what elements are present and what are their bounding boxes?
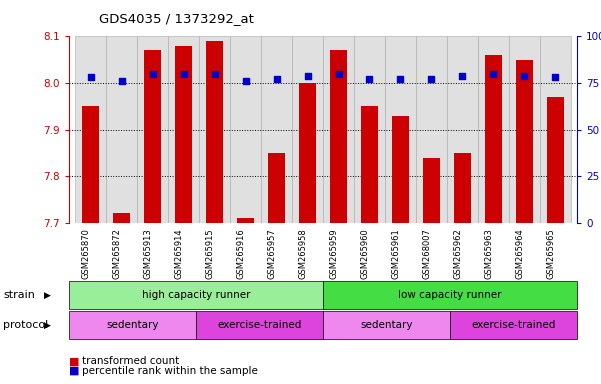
Bar <box>292 36 323 223</box>
Text: high capacity runner: high capacity runner <box>142 290 251 300</box>
Text: GSM265959: GSM265959 <box>329 228 338 279</box>
Bar <box>354 36 385 223</box>
Text: GSM265872: GSM265872 <box>113 228 122 279</box>
Point <box>365 76 374 83</box>
Point <box>272 76 281 83</box>
Bar <box>230 36 261 223</box>
Bar <box>299 83 316 223</box>
Point <box>117 78 127 84</box>
Text: GSM265960: GSM265960 <box>361 228 370 279</box>
Bar <box>361 106 378 223</box>
Bar <box>330 50 347 223</box>
Text: percentile rank within the sample: percentile rank within the sample <box>82 366 258 376</box>
Text: sedentary: sedentary <box>106 320 159 330</box>
Point <box>86 74 96 81</box>
Point <box>427 76 436 83</box>
Bar <box>447 36 478 223</box>
Point <box>241 78 251 84</box>
Point <box>489 71 498 77</box>
Text: ▶: ▶ <box>44 321 50 329</box>
Text: GSM268007: GSM268007 <box>423 228 432 279</box>
Bar <box>268 153 285 223</box>
Text: GSM265958: GSM265958 <box>299 228 308 279</box>
Bar <box>540 36 571 223</box>
Point <box>210 71 219 77</box>
Bar <box>485 55 502 223</box>
Bar <box>478 36 509 223</box>
Point <box>519 73 529 79</box>
Text: GSM265913: GSM265913 <box>144 228 153 279</box>
Bar <box>237 218 254 223</box>
Text: GSM265870: GSM265870 <box>82 228 91 279</box>
Text: sedentary: sedentary <box>360 320 413 330</box>
Point <box>551 74 560 81</box>
Bar <box>199 36 230 223</box>
Text: GSM265915: GSM265915 <box>206 228 215 279</box>
Text: GSM265914: GSM265914 <box>175 228 184 279</box>
Text: exercise-trained: exercise-trained <box>218 320 302 330</box>
Text: low capacity runner: low capacity runner <box>398 290 502 300</box>
Point <box>179 71 189 77</box>
Text: GSM265962: GSM265962 <box>453 228 462 279</box>
Bar <box>137 36 168 223</box>
Bar <box>144 50 161 223</box>
Text: GSM265964: GSM265964 <box>515 228 524 279</box>
Text: GSM265916: GSM265916 <box>237 228 246 279</box>
Point <box>334 71 343 77</box>
Bar <box>547 97 564 223</box>
Point <box>148 71 157 77</box>
Point <box>395 76 405 83</box>
Bar <box>106 36 137 223</box>
Bar <box>82 106 99 223</box>
Text: ■: ■ <box>69 366 79 376</box>
Text: GSM265965: GSM265965 <box>546 228 555 279</box>
Bar <box>423 157 440 223</box>
Text: GSM265957: GSM265957 <box>267 228 276 279</box>
Point <box>457 73 467 79</box>
Bar <box>113 214 130 223</box>
Bar <box>323 36 354 223</box>
Text: GDS4035 / 1373292_at: GDS4035 / 1373292_at <box>99 12 254 25</box>
Bar <box>175 46 192 223</box>
Bar <box>392 116 409 223</box>
Bar <box>454 153 471 223</box>
Bar <box>206 41 223 223</box>
Text: strain: strain <box>3 290 35 300</box>
Bar <box>385 36 416 223</box>
Text: ■: ■ <box>69 356 79 366</box>
Text: transformed count: transformed count <box>82 356 180 366</box>
Text: protocol: protocol <box>3 320 48 330</box>
Bar <box>509 36 540 223</box>
Bar <box>75 36 106 223</box>
Bar <box>416 36 447 223</box>
Bar <box>261 36 292 223</box>
Bar <box>168 36 199 223</box>
Point <box>303 73 313 79</box>
Text: GSM265961: GSM265961 <box>391 228 400 279</box>
Text: exercise-trained: exercise-trained <box>471 320 556 330</box>
Bar <box>516 60 533 223</box>
Text: ▶: ▶ <box>44 291 50 300</box>
Text: GSM265963: GSM265963 <box>484 228 493 279</box>
